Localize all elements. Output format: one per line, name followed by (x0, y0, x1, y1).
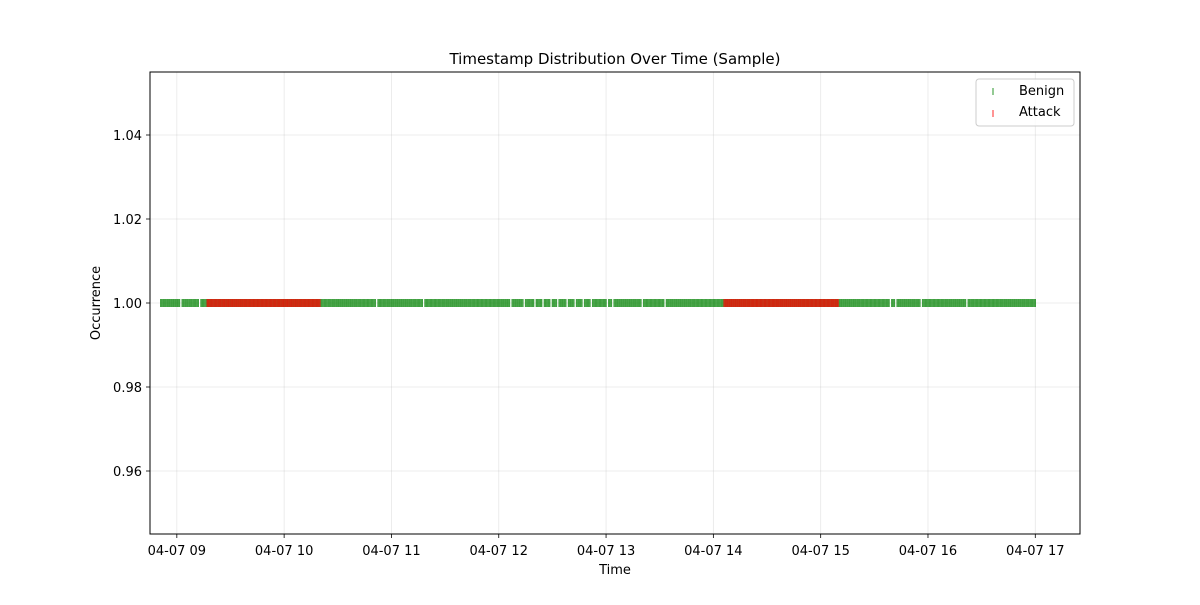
x-tick-label: 04-07 09 (148, 544, 206, 559)
y-tick-label: 1.04 (113, 129, 142, 144)
x-ticks: 04-07 09 04-07 10 04-07 11 04-07 12 04-07 13… (148, 534, 1065, 559)
y-tick-label: 1.00 (113, 297, 142, 312)
legend-label-benign: Benign (1019, 84, 1064, 99)
x-tick-label: 04-07 11 (362, 544, 420, 559)
data-layer (160, 299, 1036, 307)
x-tick-label: 04-07 13 (577, 544, 635, 559)
y-tick-label: 0.98 (113, 381, 142, 396)
y-axis-label: Occurrence (89, 266, 104, 340)
x-tick-label: 04-07 15 (791, 544, 849, 559)
x-tick-label: 04-07 17 (1006, 544, 1064, 559)
y-tick-label: 1.02 (113, 213, 142, 228)
legend-box (975, 78, 1075, 127)
x-tick-label: 04-07 16 (899, 544, 957, 559)
y-ticks: 0.96 0.98 1.00 1.02 1.04 (113, 129, 150, 480)
legend-label-attack: Attack (1019, 105, 1061, 120)
x-tick-label: 04-07 12 (470, 544, 528, 559)
x-axis-label: Time (598, 563, 631, 578)
x-tick-label: 04-07 10 (255, 544, 313, 559)
chart-title: Timestamp Distribution Over Time (Sample… (448, 50, 780, 68)
x-tick-label: 04-07 14 (684, 544, 742, 559)
legend: Benign Attack (975, 78, 1075, 127)
y-tick-label: 0.96 (113, 465, 142, 480)
